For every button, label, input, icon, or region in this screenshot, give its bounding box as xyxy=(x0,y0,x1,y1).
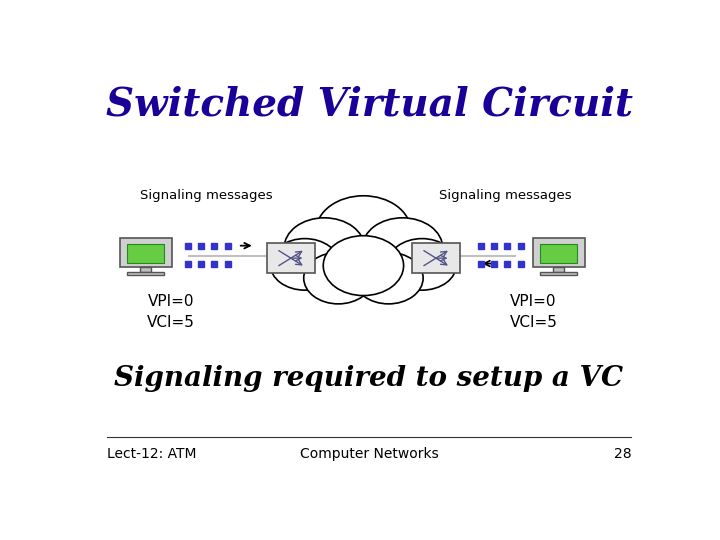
FancyBboxPatch shape xyxy=(140,267,151,272)
Text: Signaling messages: Signaling messages xyxy=(140,190,273,202)
FancyBboxPatch shape xyxy=(127,272,164,275)
Circle shape xyxy=(316,196,411,266)
FancyBboxPatch shape xyxy=(540,244,577,262)
FancyBboxPatch shape xyxy=(120,238,171,267)
Circle shape xyxy=(387,239,456,290)
FancyBboxPatch shape xyxy=(267,243,315,273)
FancyBboxPatch shape xyxy=(412,243,460,273)
Text: Lect-12: ATM: Lect-12: ATM xyxy=(107,447,197,461)
FancyBboxPatch shape xyxy=(533,238,585,267)
Text: Computer Networks: Computer Networks xyxy=(300,447,438,461)
Text: VPI=0
VCI=5: VPI=0 VCI=5 xyxy=(510,294,557,330)
FancyBboxPatch shape xyxy=(553,267,564,272)
Circle shape xyxy=(270,239,339,290)
Circle shape xyxy=(323,235,404,295)
FancyBboxPatch shape xyxy=(540,272,577,275)
FancyBboxPatch shape xyxy=(127,244,164,262)
Circle shape xyxy=(284,218,364,278)
Text: 28: 28 xyxy=(613,447,631,461)
Circle shape xyxy=(354,252,423,304)
Text: Switched Virtual Circuit: Switched Virtual Circuit xyxy=(106,85,632,123)
Circle shape xyxy=(362,218,443,278)
Circle shape xyxy=(304,252,373,304)
Text: VPI=0
VCI=5: VPI=0 VCI=5 xyxy=(147,294,195,330)
Text: Signaling required to setup a VC: Signaling required to setup a VC xyxy=(114,365,624,392)
Text: Signaling messages: Signaling messages xyxy=(438,190,572,202)
